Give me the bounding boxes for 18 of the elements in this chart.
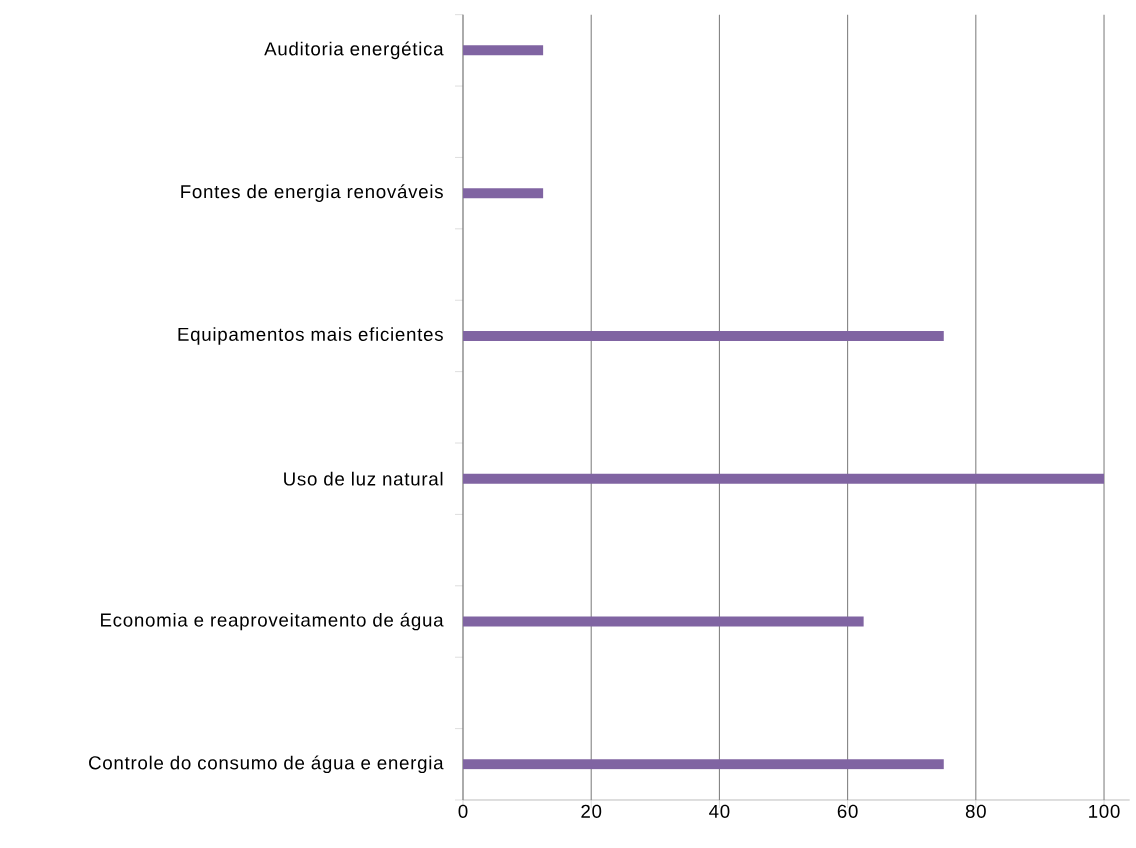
bar — [463, 616, 864, 627]
y-tick-label: Controle do consumo de água e energia — [89, 755, 444, 774]
x-tick-label: 80 — [965, 804, 986, 818]
y-tick-label: Uso de luz natural — [284, 471, 443, 486]
bar — [463, 759, 944, 770]
x-tick-label: 60 — [837, 804, 858, 818]
x-tick-label: 20 — [581, 804, 602, 818]
bar — [463, 45, 544, 56]
bar — [463, 188, 544, 199]
y-tick-label: Auditoria energética — [264, 41, 444, 60]
bar — [463, 330, 944, 341]
x-tick-label: 0 — [458, 804, 468, 818]
y-tick-label: Fontes de energia renováveis — [181, 184, 443, 202]
y-tick-label: Equipamentos mais eficientes — [178, 327, 443, 345]
x-tick-label: 40 — [709, 804, 730, 818]
bar — [463, 473, 1105, 484]
x-tick-label: 100 — [1089, 804, 1120, 818]
y-tick-label: Economia e reaproveitamento de água — [101, 612, 444, 631]
